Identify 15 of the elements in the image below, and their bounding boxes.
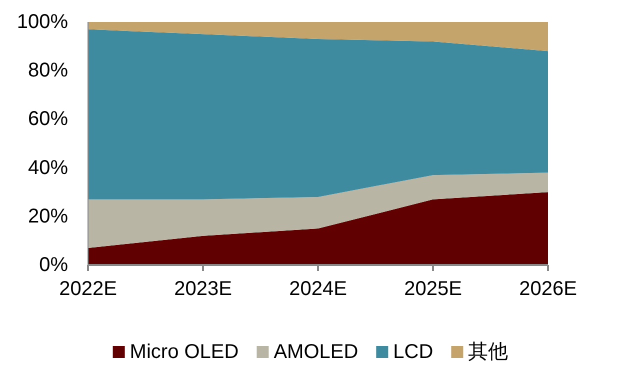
legend-label: Micro OLED <box>130 341 239 363</box>
x-tick-label: 2026E <box>519 278 577 300</box>
y-tick-label: 100% <box>16 11 68 33</box>
y-tick-label: 80% <box>28 60 68 82</box>
x-tick-label: 2022E <box>59 278 117 300</box>
legend-label: LCD <box>393 341 434 363</box>
x-tick-label: 2024E <box>289 278 347 300</box>
x-tick-label: 2023E <box>174 278 232 300</box>
y-tick-label: 40% <box>28 156 68 179</box>
x-tick-label: 2025E <box>404 278 462 300</box>
y-tick-label: 60% <box>28 108 68 130</box>
legend-label: 其他 <box>468 341 508 363</box>
y-tick-label: 0% <box>39 254 68 276</box>
y-tick-label: 20% <box>28 205 68 228</box>
legend-label: AMOLED <box>274 341 358 363</box>
